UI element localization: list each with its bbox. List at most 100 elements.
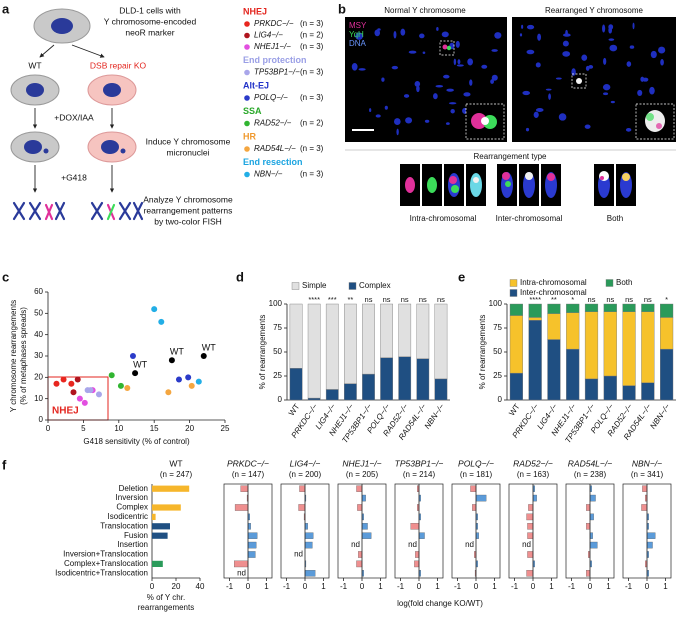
- chart-title: RAD52−/−: [513, 458, 553, 468]
- chromosome: [456, 64, 464, 67]
- chart-title: TP53BP1−/−: [395, 458, 444, 468]
- chromosome: [584, 124, 591, 129]
- point-label: WT: [133, 359, 147, 369]
- chart-subtitle: (n = 247): [160, 470, 193, 479]
- step-text: Analyze Y chromosome: [143, 194, 233, 204]
- chromosome: [416, 85, 420, 93]
- legend-swatch: [291, 282, 300, 290]
- x-tick-label: 20: [172, 582, 181, 591]
- chromosome: [374, 29, 381, 37]
- value-label: nd: [294, 550, 303, 559]
- category-label: Fusion: [124, 531, 148, 540]
- point: [129, 353, 136, 359]
- chromosome: [469, 79, 473, 86]
- bar-segment: [380, 303, 393, 358]
- value-label: nd: [408, 540, 417, 549]
- bar: [586, 570, 591, 577]
- significance: *: [665, 295, 668, 304]
- bar: [646, 532, 656, 539]
- legend-dot: [244, 69, 250, 76]
- y-tick-label: 75: [273, 323, 282, 332]
- legend-n: (n = 3): [300, 19, 324, 28]
- schematic: [10, 8, 144, 221]
- point: [195, 378, 202, 385]
- legend-dot: [244, 32, 250, 39]
- x-tick-label: 1: [663, 582, 668, 591]
- value-label: nd: [237, 568, 246, 577]
- bar-segment: [416, 358, 430, 401]
- x-tick-label: NBN−/−: [648, 402, 672, 431]
- x-tick-label: 10: [114, 424, 123, 433]
- bar-segment: [584, 311, 599, 380]
- chromosome: [609, 44, 618, 52]
- category-label: Complex+Translocation: [64, 559, 148, 568]
- y-tick-label: 50: [273, 347, 282, 356]
- chart-subtitle: (n = 238): [574, 470, 607, 479]
- significance: ns: [606, 295, 614, 304]
- channel-label: DNA: [349, 39, 367, 48]
- chart-title: NBN−/−: [632, 458, 662, 468]
- chromosome: [457, 59, 461, 65]
- point: [124, 385, 131, 391]
- chromosome: [526, 49, 535, 55]
- bar: [358, 551, 363, 558]
- x-tick-label: 1: [492, 582, 497, 591]
- bar: [589, 541, 598, 549]
- legend-dot: [244, 21, 250, 27]
- chromosome: [626, 61, 632, 67]
- category-label: Complex: [116, 503, 148, 512]
- bar: [586, 504, 591, 511]
- x-tick-label: 40: [196, 582, 205, 591]
- bar: [470, 485, 477, 492]
- bar-segment: [641, 311, 655, 383]
- chromosome: [463, 92, 471, 97]
- bar: [304, 541, 313, 549]
- chromosome: [384, 105, 388, 110]
- chromosome: [419, 33, 425, 39]
- step-text: DLD-1 cells with: [119, 5, 181, 15]
- x-tick-label: 20: [185, 424, 194, 433]
- point-label: WT: [202, 342, 216, 352]
- bar: [642, 485, 648, 492]
- bar: [527, 532, 534, 539]
- chromosome: [658, 46, 666, 54]
- image-title: Rearranged Y chromosome: [545, 6, 644, 15]
- step-text: Induce Y chromosome: [146, 136, 231, 146]
- bar-segment: [547, 339, 561, 401]
- chart-title: WT: [169, 458, 182, 468]
- significance: ns: [419, 295, 427, 304]
- bar-segment: [528, 303, 542, 318]
- legend-swatch: [509, 289, 518, 297]
- panel-label: f: [2, 457, 7, 472]
- bar-segment: [289, 303, 303, 369]
- chromosome: [448, 102, 457, 105]
- chromosome: [455, 40, 460, 48]
- legend-dot: [244, 95, 250, 101]
- x-tick-label: 1: [549, 582, 554, 591]
- bar: [586, 523, 591, 530]
- point: [168, 357, 175, 364]
- group-label: WT: [28, 60, 41, 70]
- x-tick-label: 5: [81, 424, 86, 433]
- legend-group: NHEJ: [243, 6, 267, 16]
- section-title: Rearrangement type: [474, 152, 547, 161]
- panel-label: c: [2, 269, 9, 284]
- bar: [415, 551, 420, 558]
- legend-label: POLQ−/−: [254, 93, 288, 102]
- channel-label: MSY: [349, 21, 367, 30]
- bar: [356, 485, 363, 492]
- bar-segment: [416, 303, 430, 359]
- bar-segment: [660, 317, 674, 350]
- bar: [247, 551, 256, 558]
- chromosomes: [12, 201, 144, 221]
- value-label: nd: [522, 540, 531, 549]
- legend-swatch: [509, 279, 518, 287]
- legend-label: TP53BP1−/−: [254, 68, 300, 77]
- chromosome: [519, 33, 523, 37]
- x-tick-label: WT: [507, 402, 522, 417]
- bar: [247, 541, 257, 549]
- panel-label: e: [458, 269, 465, 284]
- nucleus: [103, 83, 121, 97]
- bar-segment: [660, 348, 674, 401]
